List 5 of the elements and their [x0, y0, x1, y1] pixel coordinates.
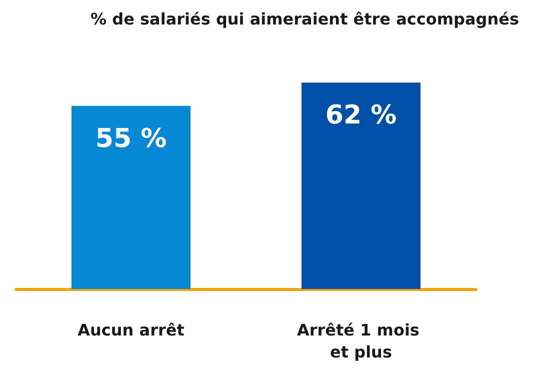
data-label: 62 % — [325, 100, 397, 131]
chart-title: % de salariés qui aimeraient être accompagnés — [90, 10, 520, 28]
x-tick-label: Aucun arrêt — [78, 320, 185, 340]
x-tick-label: Arrêté 1 mois et plus — [296, 320, 426, 362]
data-label: 55 % — [95, 124, 167, 154]
